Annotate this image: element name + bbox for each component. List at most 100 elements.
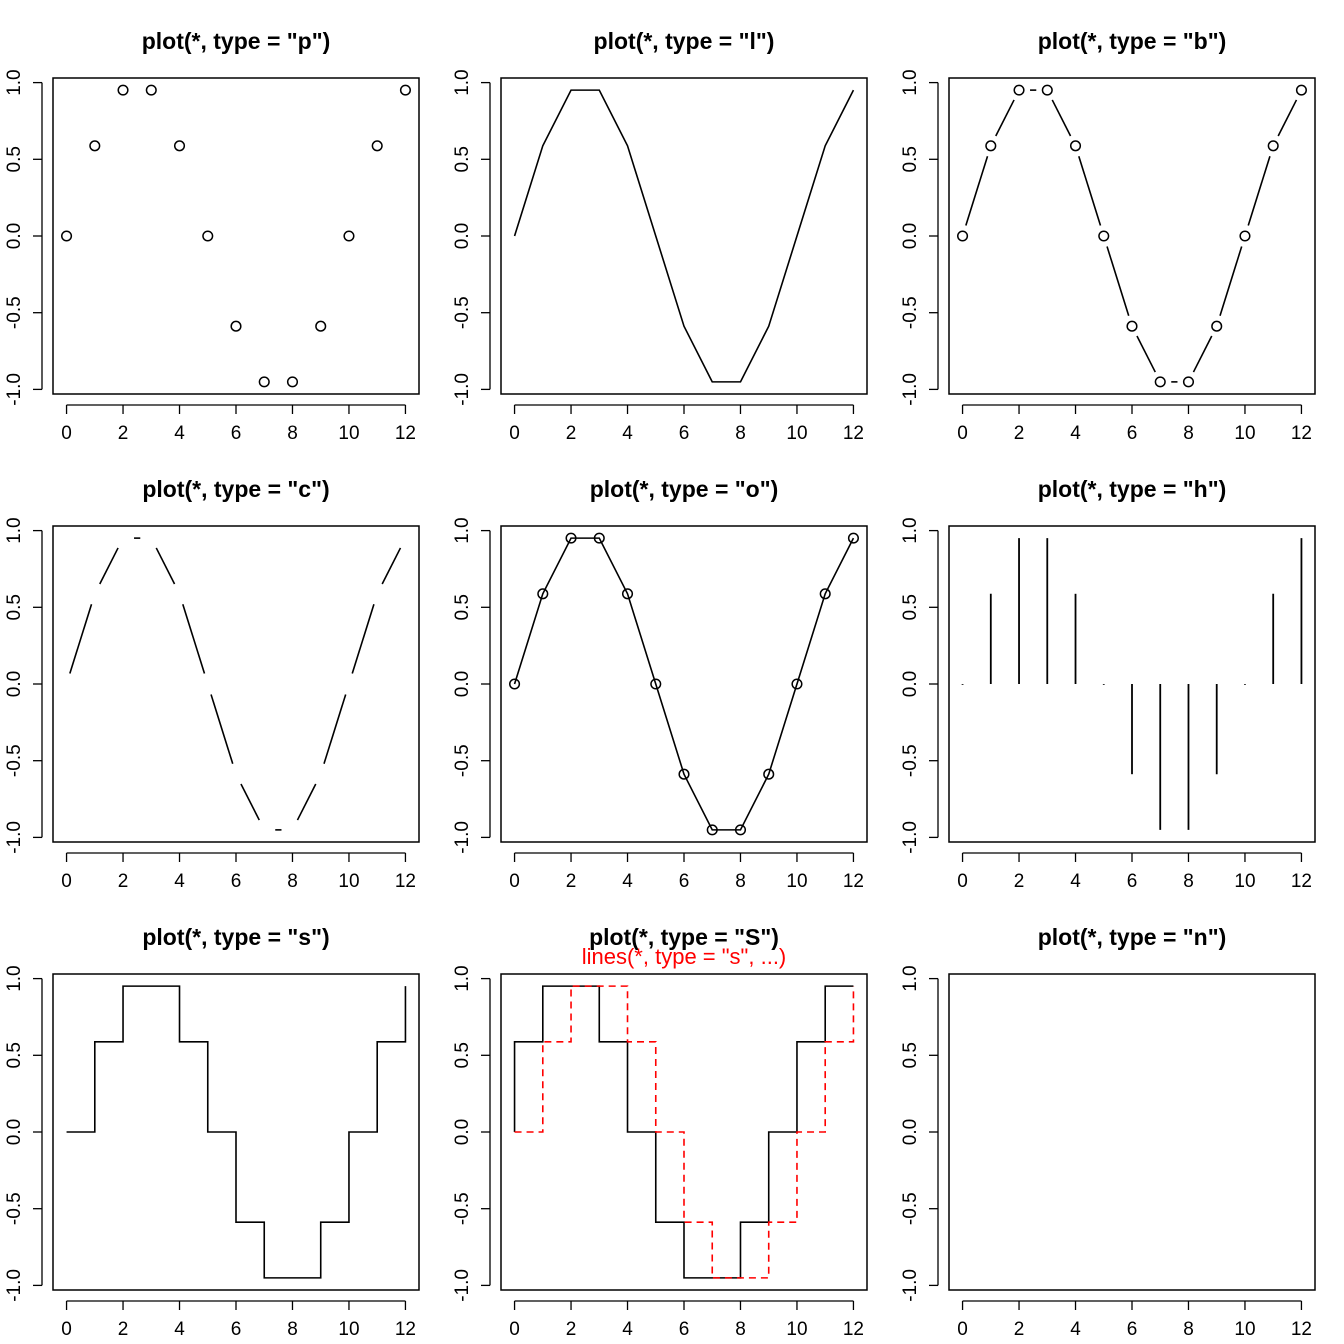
y-tick-label: -0.5 xyxy=(4,744,25,777)
data-point xyxy=(621,588,634,600)
x-tick-label: 10 xyxy=(786,423,807,444)
data-point xyxy=(1154,376,1166,388)
x-tick-label: 4 xyxy=(1070,423,1081,444)
x-tick-label: 8 xyxy=(287,871,298,892)
plot-box xyxy=(500,973,868,1291)
data-point xyxy=(1126,320,1138,332)
y-tick-label: -0.5 xyxy=(900,1192,921,1225)
data-point xyxy=(1211,320,1223,332)
x-tick-label: 8 xyxy=(1183,1319,1194,1340)
panel-p: plot(*, type = "p") 0 2 4 6 8 10 12 -1.0 -0.5 0.0 0… xyxy=(4,28,420,444)
data-point xyxy=(343,230,355,242)
data-point xyxy=(537,588,549,600)
x-tick-label: 0 xyxy=(957,1319,968,1340)
y-tick-label: -1.0 xyxy=(4,821,25,854)
data-line xyxy=(513,89,855,383)
x-tick-label: 10 xyxy=(1234,871,1255,892)
x-tick-label: 4 xyxy=(1070,871,1081,892)
panel-title: plot(*, type = "p") xyxy=(142,28,331,54)
x-tick-label: 12 xyxy=(843,1319,864,1340)
line-segment xyxy=(296,783,317,821)
data-point xyxy=(593,532,605,544)
data-point xyxy=(957,230,969,242)
y-tick-label: 1.0 xyxy=(4,69,25,95)
x-tick-label: 4 xyxy=(622,1319,633,1340)
x-tick-label: 2 xyxy=(1014,1319,1025,1340)
plot-box xyxy=(948,77,1316,395)
y-tick-label: 1.0 xyxy=(900,965,921,991)
panel-h: plot(*, type = "h") 0 2 4 6 8 10 12 -1.0 -0.5 0.0 0… xyxy=(900,476,1316,892)
data-point xyxy=(61,230,73,242)
y-tick-label: 0.5 xyxy=(4,594,25,620)
x-tick-label: 2 xyxy=(566,423,577,444)
y-tick-label: 0.5 xyxy=(452,594,473,620)
y-tick-label: 1.0 xyxy=(452,517,473,543)
panel-title: plot(*, type = "b") xyxy=(1038,28,1227,54)
line-segment xyxy=(1051,99,1072,137)
x-tick-label: 2 xyxy=(118,1319,129,1340)
plot-box xyxy=(948,525,1316,843)
y-tick-label: -1.0 xyxy=(900,821,921,854)
step-line xyxy=(513,985,854,1279)
x-tick-label: 12 xyxy=(1291,1319,1312,1340)
data-point xyxy=(1239,230,1251,242)
y-tick-label: -1.0 xyxy=(452,1269,473,1302)
x-tick-label: 8 xyxy=(735,871,746,892)
panel-title: plot(*, type = "S") xyxy=(589,924,779,950)
data-point xyxy=(985,140,997,152)
plot-box xyxy=(52,77,420,395)
line-segment xyxy=(351,604,375,674)
panel-b: plot(*, type = "b") 0 2 4 6 8 10 12 -1.0 -0.5 0.0 0… xyxy=(900,28,1316,444)
line-segment xyxy=(1247,156,1271,226)
panel-c: plot(*, type = "c") 0 2 4 6 8 10 12 -1.0 -0.5 0.0 0… xyxy=(4,476,420,892)
y-tick-label: -1.0 xyxy=(4,373,25,406)
y-tick-label: 0.0 xyxy=(452,1119,473,1145)
y-tick-label: -0.5 xyxy=(452,744,473,777)
panel-title: plot(*, type = "h") xyxy=(1038,476,1227,502)
y-tick-label: -1.0 xyxy=(900,373,921,406)
data-point xyxy=(258,376,270,388)
x-tick-label: 0 xyxy=(509,1319,520,1340)
x-tick-label: 0 xyxy=(957,423,968,444)
y-tick-label: 0.5 xyxy=(452,1042,473,1068)
line-segment xyxy=(155,547,176,585)
x-tick-label: 6 xyxy=(231,423,242,444)
x-tick-label: 2 xyxy=(1014,871,1025,892)
data-point xyxy=(371,140,383,152)
data-point xyxy=(734,824,747,836)
panel-title: plot(*, type = "s") xyxy=(142,924,329,950)
line-segment xyxy=(69,604,93,674)
line-segment xyxy=(182,604,206,674)
data-point xyxy=(650,678,662,690)
line-segment xyxy=(240,783,260,821)
x-tick-label: 0 xyxy=(957,871,968,892)
y-tick-label: 0.5 xyxy=(900,146,921,172)
x-tick-label: 6 xyxy=(679,871,690,892)
x-tick-label: 8 xyxy=(735,1319,746,1340)
x-tick-label: 6 xyxy=(1127,1319,1138,1340)
x-tick-label: 0 xyxy=(61,871,72,892)
x-tick-label: 12 xyxy=(395,423,416,444)
x-tick-label: 10 xyxy=(1234,1319,1255,1340)
data-point xyxy=(145,84,157,96)
x-tick-label: 0 xyxy=(509,423,520,444)
y-tick-label: 0.0 xyxy=(900,1119,921,1145)
x-tick-label: 12 xyxy=(843,871,864,892)
y-tick-label: -0.5 xyxy=(900,744,921,777)
data-line xyxy=(513,537,855,831)
y-tick-label: -0.5 xyxy=(452,296,473,329)
x-tick-label: 12 xyxy=(1291,423,1312,444)
panel-S: plot(*, type = "S")lines(*, type = "s", … xyxy=(452,924,868,1340)
y-tick-label: 1.0 xyxy=(452,69,473,95)
line-segment xyxy=(99,547,119,585)
y-tick-label: -0.5 xyxy=(900,296,921,329)
x-tick-label: 12 xyxy=(1291,871,1312,892)
data-point xyxy=(847,532,859,544)
plot-box xyxy=(500,77,868,395)
y-tick-label: -0.5 xyxy=(4,1192,25,1225)
data-point xyxy=(763,768,775,780)
y-tick-label: -0.5 xyxy=(452,1192,473,1225)
x-tick-label: 2 xyxy=(118,871,129,892)
panel-title: plot(*, type = "o") xyxy=(590,476,779,502)
